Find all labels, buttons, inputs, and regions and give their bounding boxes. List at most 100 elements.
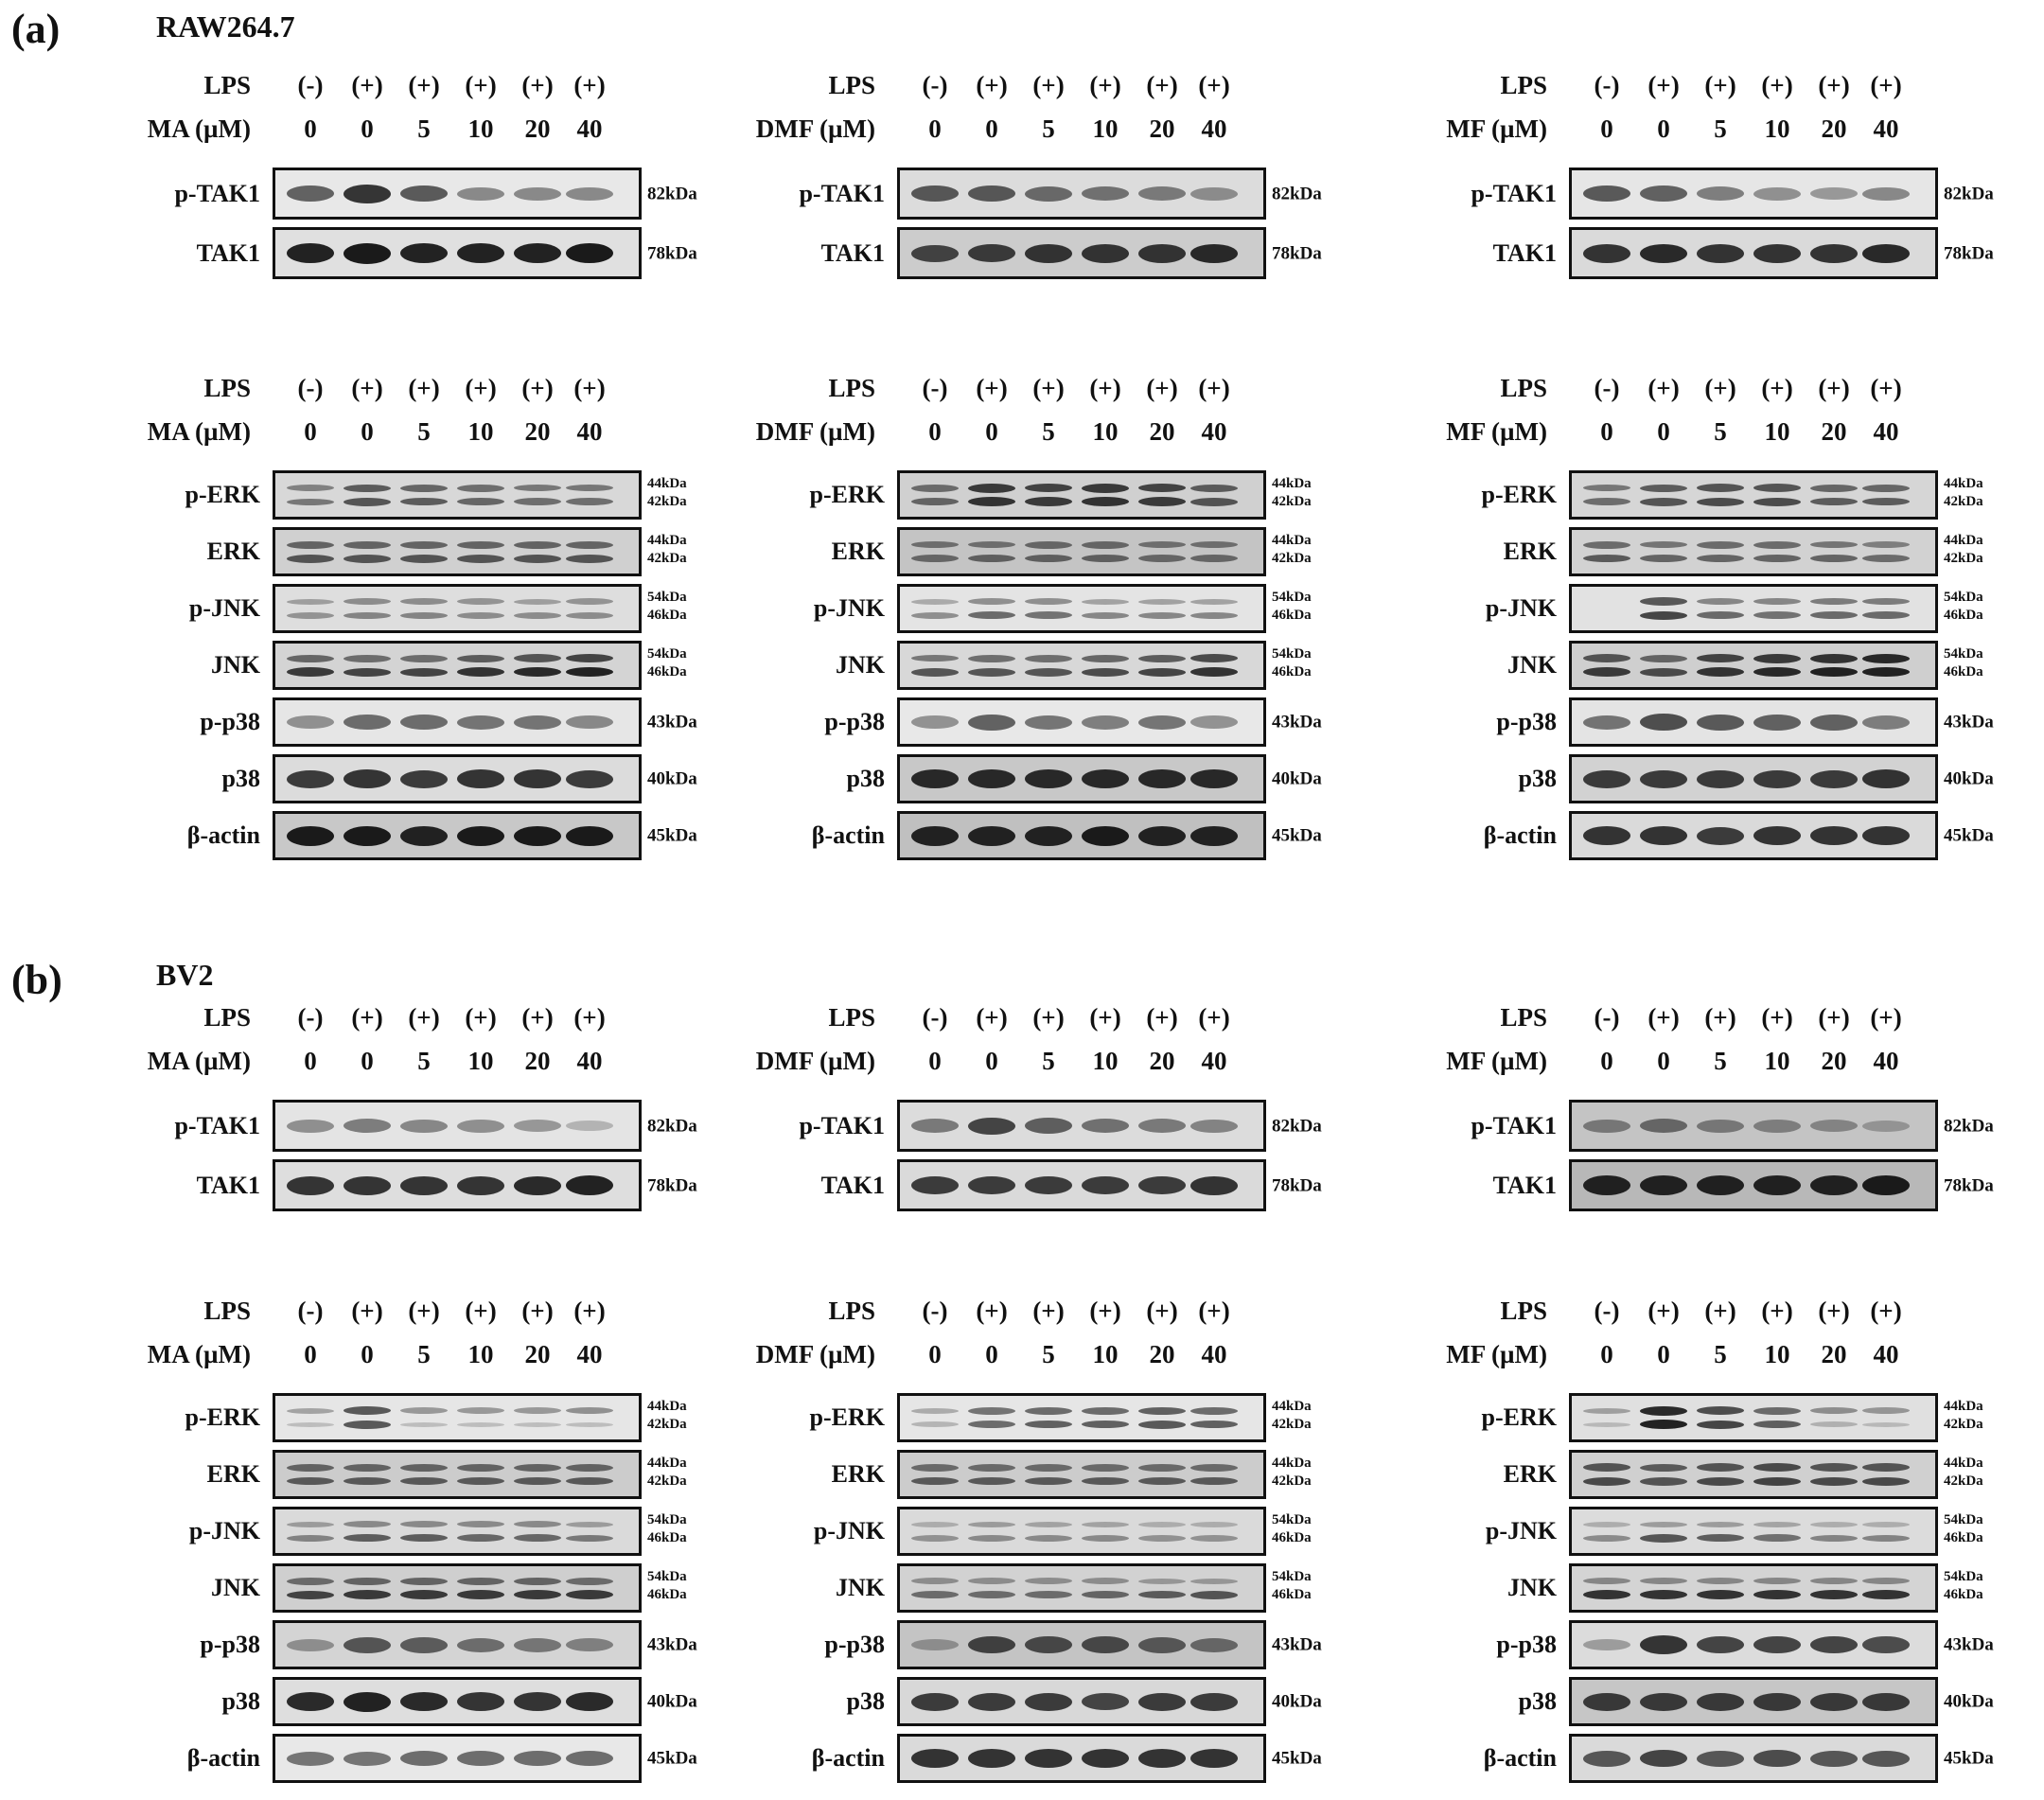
band — [457, 825, 504, 846]
lps-header-row: LPS (-) (+) (+) (+) (+) (+) — [0, 71, 653, 109]
blot-image — [273, 1450, 642, 1499]
panel-letter: (b) — [11, 957, 62, 1003]
mw-marker: 42kDa — [647, 1474, 687, 1489]
band — [566, 1692, 613, 1711]
protein-label: p38 — [1518, 1687, 1557, 1715]
treatment-label: MA (µM) — [147, 1340, 251, 1368]
band — [911, 541, 959, 549]
mw-marker: 46kDa — [1944, 664, 1983, 679]
band — [566, 1407, 613, 1415]
molecular-weight-label: 45kDa — [1272, 1748, 1322, 1769]
band — [1753, 611, 1801, 620]
band — [457, 1692, 504, 1711]
lps-label: LPS — [1500, 1297, 1547, 1325]
band — [457, 1534, 504, 1543]
band — [344, 1751, 391, 1766]
blot-row-p-erk: p-ERK 44kDa 42kDa — [1296, 470, 1983, 520]
band — [1190, 555, 1238, 563]
band — [1753, 1534, 1801, 1543]
band — [1583, 1476, 1630, 1486]
treatment-label: DMF (µM) — [755, 115, 875, 143]
band — [566, 1463, 613, 1472]
band — [1640, 1463, 1687, 1472]
band — [344, 184, 391, 203]
treatment-label: MF (µM) — [1446, 1340, 1547, 1368]
band — [287, 185, 334, 202]
molecular-weight-label: 44kDa 42kDa — [1944, 1456, 1983, 1492]
band — [1138, 1420, 1186, 1429]
band — [1862, 1407, 1910, 1415]
band — [1640, 610, 1687, 620]
protein-label: p-ERK — [809, 481, 885, 508]
band — [1753, 1421, 1801, 1429]
lps-state: (+) — [1818, 1003, 1850, 1032]
band — [1025, 825, 1072, 846]
protein-label: ERK — [1503, 1460, 1557, 1488]
dose-header-row: DMF (µM) 0 0 5 10 20 40 — [625, 417, 1278, 455]
band — [566, 611, 613, 619]
blot-row-p-p38: p-p38 43kDa — [1296, 1620, 1994, 1669]
protein-label: p38 — [846, 1687, 885, 1715]
band — [968, 825, 1015, 846]
lps-state: (-) — [1594, 374, 1620, 402]
band — [1025, 1421, 1072, 1429]
band — [1025, 1578, 1072, 1585]
blot-row-tak1: TAK1 78kDa — [625, 1159, 1322, 1211]
lps-state: (+) — [976, 1003, 1008, 1032]
protein-label: p-JNK — [813, 594, 885, 622]
mw-marker: 54kDa — [1272, 590, 1312, 605]
band — [514, 1577, 561, 1585]
band — [287, 1175, 334, 1195]
lps-state: (-) — [297, 1003, 324, 1032]
mw-marker: 46kDa — [1272, 1587, 1312, 1602]
molecular-weight-label: 44kDa 42kDa — [1944, 1400, 1983, 1436]
blot-row-erk: ERK 44kDa 42kDa — [0, 1450, 687, 1499]
band — [1697, 1420, 1744, 1429]
band — [1190, 654, 1238, 663]
band — [457, 1637, 504, 1652]
protein-label: p-p38 — [200, 708, 260, 735]
band — [911, 715, 959, 729]
band — [400, 1175, 448, 1195]
band — [287, 1590, 334, 1599]
blot-image — [1569, 811, 1938, 860]
mw-marker: 44kDa — [647, 533, 687, 548]
band — [566, 1751, 613, 1766]
mw-marker: 54kDa — [1944, 1569, 1983, 1584]
molecular-weight-label: 40kDa — [647, 768, 697, 789]
blot-row-p38: p38 40kDa — [0, 1677, 697, 1726]
band — [1810, 1590, 1858, 1600]
band — [1640, 1175, 1687, 1195]
band — [457, 243, 504, 263]
dose-value: 20 — [1821, 1340, 1847, 1368]
molecular-weight-label: 78kDa — [1944, 243, 1994, 263]
lps-label: LPS — [1500, 1003, 1547, 1032]
lps-state: (+) — [351, 1297, 383, 1325]
cell-line-label: BV2 — [156, 958, 214, 992]
band — [514, 1421, 561, 1427]
band — [1810, 243, 1858, 263]
band — [400, 1463, 448, 1472]
band — [344, 667, 391, 677]
band — [1862, 1421, 1910, 1427]
dose-value: 10 — [467, 115, 494, 143]
dose-value: 5 — [1714, 1340, 1727, 1368]
band — [1082, 540, 1129, 549]
band — [1753, 1750, 1801, 1767]
dose-value: 10 — [1764, 1047, 1790, 1075]
band — [1190, 825, 1238, 846]
band — [457, 769, 504, 788]
blot-row-p-tak1: p-TAK1 82kDa — [0, 168, 697, 220]
molecular-weight-label: 78kDa — [1944, 1175, 1994, 1195]
band — [1697, 497, 1744, 506]
band — [1753, 555, 1801, 563]
band — [1082, 825, 1129, 846]
band — [287, 485, 334, 492]
band — [911, 1521, 959, 1527]
dose-value: 0 — [304, 1340, 317, 1368]
band — [1753, 1692, 1801, 1711]
protein-label: ERK — [1503, 538, 1557, 565]
molecular-weight-label: 44kDa 42kDa — [647, 1456, 687, 1492]
band — [400, 598, 448, 606]
band — [1190, 1637, 1238, 1652]
